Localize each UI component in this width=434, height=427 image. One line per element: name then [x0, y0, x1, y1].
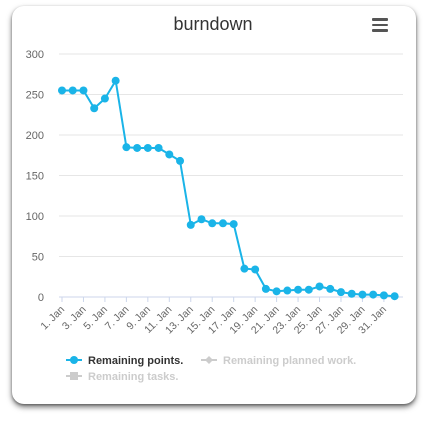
- data-point[interactable]: [68, 86, 77, 95]
- data-point[interactable]: [315, 282, 324, 291]
- data-point[interactable]: [294, 285, 303, 294]
- data-point[interactable]: [369, 290, 378, 299]
- legend-label: Remaining points.: [88, 355, 183, 367]
- y-tick-label: 250: [26, 90, 44, 102]
- data-point[interactable]: [176, 156, 185, 165]
- chart-menu-icon[interactable]: [372, 18, 388, 32]
- legend-marker: [70, 356, 78, 364]
- y-tick-label: 150: [26, 171, 44, 183]
- data-point[interactable]: [165, 150, 174, 159]
- data-point[interactable]: [122, 143, 131, 152]
- data-point[interactable]: [90, 104, 99, 113]
- data-point[interactable]: [251, 265, 260, 274]
- data-point[interactable]: [358, 290, 367, 299]
- data-point[interactable]: [347, 289, 356, 298]
- chart-card: [12, 6, 416, 404]
- data-point[interactable]: [208, 219, 217, 228]
- data-point[interactable]: [379, 291, 388, 300]
- legend-marker: [205, 356, 213, 364]
- legend-item-remaining-tasks[interactable]: Remaining tasks.: [66, 371, 178, 383]
- data-point[interactable]: [390, 292, 399, 301]
- data-point[interactable]: [326, 284, 335, 293]
- legend-label: Remaining planned work.: [223, 355, 356, 367]
- data-point[interactable]: [229, 220, 238, 229]
- data-point[interactable]: [143, 143, 152, 152]
- y-tick-label: 50: [32, 252, 44, 264]
- legend-item-remaining-points[interactable]: Remaining points.: [66, 355, 183, 367]
- data-point[interactable]: [79, 86, 88, 95]
- y-tick-label: 0: [38, 292, 44, 304]
- data-point[interactable]: [240, 264, 249, 273]
- legend-label: Remaining tasks.: [88, 371, 178, 383]
- data-point[interactable]: [272, 287, 281, 296]
- chart-title: burndown: [173, 14, 252, 34]
- data-point[interactable]: [261, 284, 270, 293]
- y-tick-label: 300: [26, 49, 44, 61]
- data-point[interactable]: [283, 286, 292, 295]
- data-point[interactable]: [133, 143, 142, 152]
- data-point[interactable]: [100, 94, 109, 103]
- legend-marker: [70, 372, 78, 380]
- data-point[interactable]: [58, 86, 66, 95]
- data-point[interactable]: [186, 220, 195, 229]
- data-point[interactable]: [197, 215, 206, 224]
- data-point[interactable]: [336, 288, 345, 297]
- legend-item-remaining-planned-work[interactable]: Remaining planned work.: [201, 355, 356, 367]
- y-tick-label: 100: [26, 211, 44, 223]
- data-point[interactable]: [154, 143, 163, 152]
- data-point[interactable]: [218, 219, 227, 228]
- data-point[interactable]: [304, 285, 313, 294]
- series-line-remaining-points: [62, 77, 395, 298]
- y-tick-label: 200: [26, 130, 44, 142]
- data-point[interactable]: [111, 76, 120, 85]
